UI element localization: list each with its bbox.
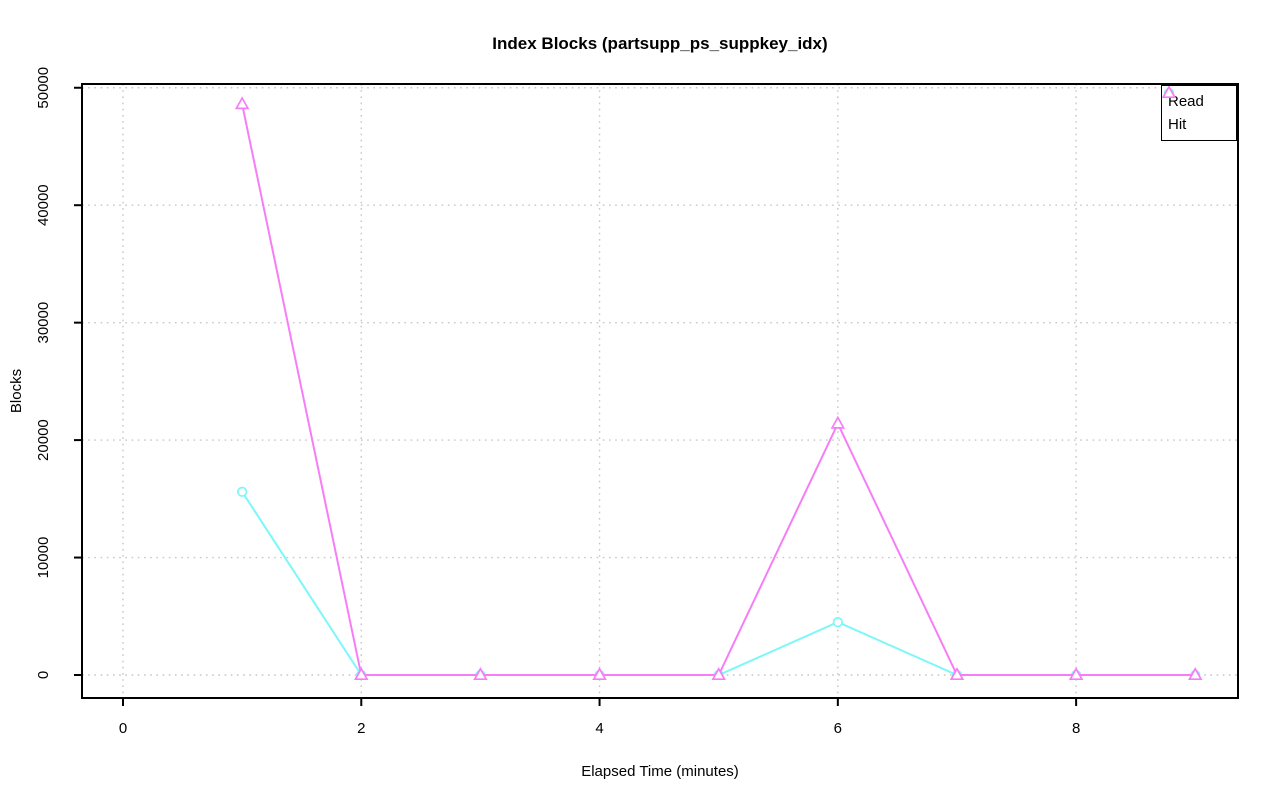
triangle-icon	[1162, 86, 1176, 99]
y-tick-label: 0	[35, 671, 52, 679]
x-axis-title: Elapsed Time (minutes)	[581, 763, 739, 780]
data-point-hit	[1068, 667, 1084, 681]
y-tick-label: 40000	[35, 184, 52, 226]
legend-label-read: Read	[1168, 92, 1204, 110]
data-point-hit	[711, 667, 726, 681]
x-tick-label: 4	[595, 720, 603, 737]
y-tick-label: 50000	[35, 67, 52, 109]
data-point-read	[832, 616, 843, 628]
legend-item-hit: Hit	[1162, 86, 1236, 135]
data-point-read	[236, 486, 248, 497]
legend-item-read: Read	[1163, 87, 1236, 112]
chart-title: Index Blocks (partsupp_ps_suppkey_idx)	[492, 34, 828, 53]
series-line-read	[241, 491, 1196, 676]
x-tick-label: 8	[1072, 720, 1080, 737]
data-point-hit	[473, 667, 488, 681]
data-point-hit	[949, 667, 965, 681]
plot-border	[81, 83, 1239, 699]
data-point-hit	[592, 667, 607, 681]
series-line-hit	[241, 103, 1196, 676]
x-tick-label: 6	[834, 720, 842, 737]
x-tick-label: 0	[119, 720, 127, 737]
legend: Read Hit	[1161, 85, 1237, 141]
legend-label-hit: Hit	[1168, 115, 1187, 133]
y-axis-title: Blocks	[8, 368, 25, 414]
hit-triangle-marker-icon	[1162, 86, 1176, 99]
data-point-hit	[234, 96, 250, 110]
data-point-hit	[830, 415, 846, 429]
data-point-hit	[1188, 667, 1203, 681]
x-tick-label: 2	[357, 720, 365, 737]
y-tick-label: 20000	[35, 419, 52, 461]
data-point-hit	[354, 667, 369, 681]
y-tick-label: 10000	[35, 537, 52, 579]
y-tick-label: 30000	[35, 302, 52, 344]
